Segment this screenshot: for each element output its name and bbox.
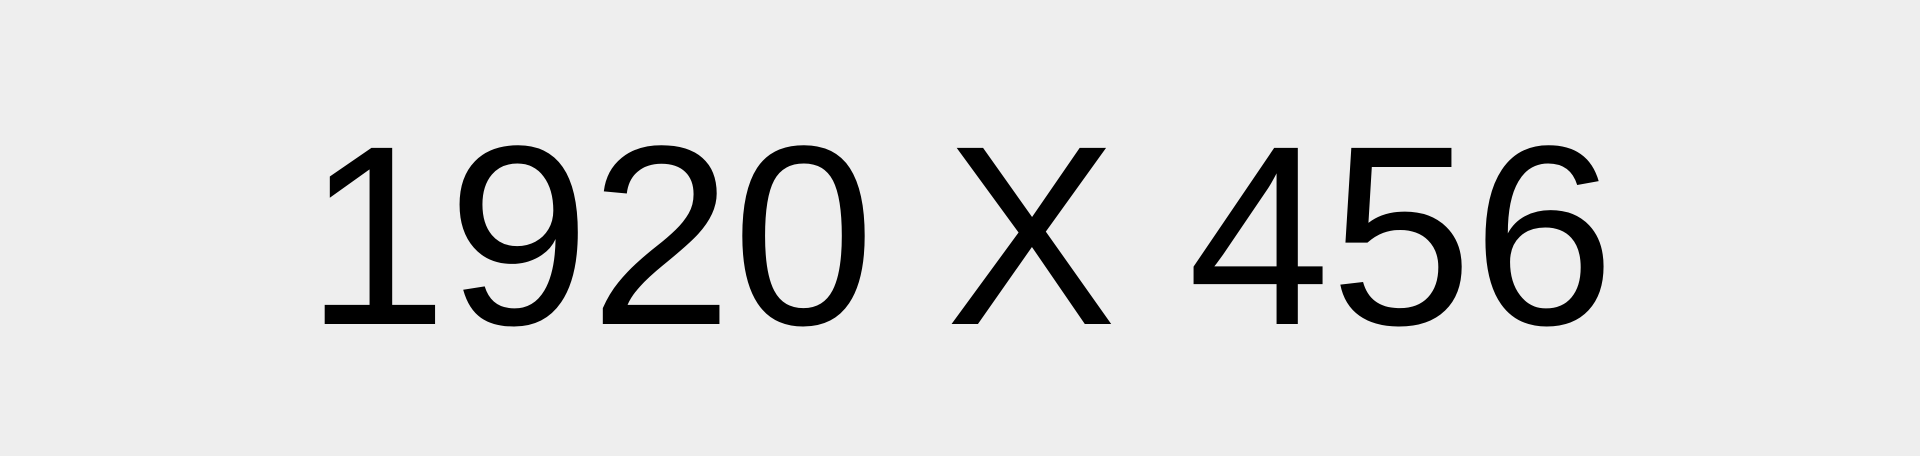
dimension-label: 1920 X 456	[305, 93, 1615, 379]
